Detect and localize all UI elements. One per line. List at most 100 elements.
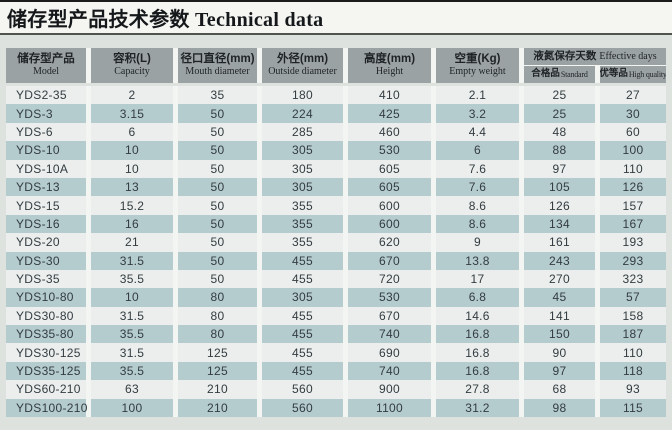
- value-cell: 48: [524, 122, 595, 142]
- value-cell: 30: [600, 104, 666, 123]
- value-cell: 600: [348, 196, 431, 215]
- value-cell: 355: [262, 214, 343, 234]
- value-cell: 740: [348, 325, 431, 344]
- value-cell: 270: [524, 269, 595, 289]
- value-cell: 6.8: [436, 288, 519, 307]
- model-cell: YDS100-210: [6, 398, 87, 418]
- value-cell: 8.6: [436, 214, 519, 234]
- model-cell: YDS10-80: [6, 288, 86, 307]
- column-header-high-quality: 优等品 High quality: [600, 66, 666, 83]
- value-cell: 720: [348, 269, 431, 289]
- value-cell: 3.15: [91, 104, 173, 123]
- value-cell: 126: [600, 177, 666, 197]
- column-header-effective-days: 液氮保存天数 Effective days: [524, 48, 666, 65]
- value-cell: 68: [524, 380, 595, 399]
- value-cell: 35.5: [91, 361, 173, 381]
- value-cell: 50: [178, 214, 257, 234]
- value-cell: 35.5: [91, 325, 173, 344]
- value-cell: 125: [178, 361, 257, 381]
- value-cell: 16.8: [436, 361, 519, 381]
- model-cell: YDS-16: [6, 214, 86, 234]
- value-cell: 305: [262, 159, 343, 178]
- value-cell: 50: [178, 251, 257, 270]
- value-cell: 93: [600, 380, 666, 399]
- column-header-standard: 合格品 Standard: [524, 66, 595, 83]
- model-cell: YDS60-210: [6, 380, 86, 399]
- value-cell: 605: [348, 177, 431, 197]
- column-header-model: 储存型产品 Model: [6, 48, 86, 83]
- header-label-zh: 储存型产品: [17, 53, 75, 66]
- value-cell: 50: [178, 269, 257, 289]
- value-cell: 80: [178, 306, 257, 326]
- value-cell: 410: [348, 86, 431, 105]
- header-label-zh: 空重(Kg): [454, 53, 501, 66]
- value-cell: 31.5: [91, 251, 173, 270]
- header-label-en: Height: [375, 66, 404, 78]
- value-cell: 455: [262, 325, 343, 344]
- value-cell: 31.5: [91, 306, 173, 326]
- value-cell: 125: [178, 343, 257, 362]
- value-cell: 16.8: [436, 325, 519, 344]
- header-label-zh: 合格品: [531, 68, 560, 80]
- value-cell: 243: [524, 251, 595, 270]
- column-header-capacity: 容积(L) Capacity: [91, 48, 173, 83]
- value-cell: 16.8: [436, 343, 519, 362]
- value-cell: 50: [178, 104, 257, 123]
- model-cell: YDS2-35: [6, 86, 86, 105]
- value-cell: 97: [524, 159, 595, 178]
- value-cell: 530: [348, 288, 431, 307]
- value-cell: 285: [262, 122, 343, 142]
- value-cell: 8.6: [436, 196, 519, 215]
- value-cell: 45: [524, 288, 595, 307]
- value-cell: 900: [348, 380, 431, 399]
- value-cell: 25: [524, 104, 595, 123]
- header-label-en: Outside diameter: [268, 66, 337, 78]
- value-cell: 35.5: [91, 269, 173, 289]
- value-cell: 460: [348, 122, 431, 142]
- header-label-zh: 容积(L): [113, 53, 151, 66]
- value-cell: 10: [91, 141, 173, 160]
- model-cell: YDS-10: [6, 141, 86, 160]
- value-cell: 355: [262, 196, 343, 215]
- value-cell: 323: [600, 269, 666, 289]
- model-cell: YDS35-125: [6, 361, 86, 381]
- value-cell: 50: [178, 196, 257, 215]
- value-cell: 100: [600, 141, 666, 160]
- page-title: 储存型产品技术参数 Technical data: [7, 9, 324, 31]
- value-cell: 740: [348, 361, 431, 381]
- value-cell: 210: [178, 380, 257, 399]
- value-cell: 157: [600, 196, 666, 215]
- header-label-en: Mouth diameter: [185, 66, 250, 78]
- value-cell: 80: [178, 325, 257, 344]
- value-cell: 560: [262, 398, 343, 418]
- model-cell: YDS35-80: [6, 325, 86, 344]
- value-cell: 210: [178, 398, 257, 418]
- value-cell: 57: [600, 288, 666, 307]
- value-cell: 16: [91, 214, 173, 234]
- model-cell: YDS30-80: [6, 306, 86, 326]
- value-cell: 6: [91, 122, 173, 142]
- header-label-en: Model: [32, 66, 60, 78]
- header-label-en: Standard: [560, 69, 588, 79]
- header-label-zh: 高度(mm): [363, 53, 416, 66]
- value-cell: 110: [600, 159, 666, 178]
- value-cell: 17: [436, 269, 519, 289]
- value-cell: 15.2: [91, 196, 173, 215]
- value-cell: 31.2: [436, 398, 519, 418]
- value-cell: 10: [91, 288, 173, 307]
- value-cell: 161: [524, 233, 595, 252]
- value-cell: 6: [436, 141, 519, 160]
- header-label-en: Effective days: [599, 50, 657, 62]
- value-cell: 187: [600, 325, 666, 344]
- value-cell: 50: [178, 159, 257, 178]
- value-cell: 670: [348, 251, 431, 270]
- value-cell: 13.8: [436, 251, 519, 270]
- value-cell: 80: [178, 288, 257, 307]
- value-cell: 115: [600, 398, 666, 418]
- value-cell: 88: [524, 141, 595, 160]
- value-cell: 167: [600, 214, 666, 234]
- header-label-en: Empty weight: [449, 66, 506, 78]
- model-cell: YDS-30: [6, 251, 86, 270]
- value-cell: 14.6: [436, 306, 519, 326]
- value-cell: 105: [524, 177, 595, 197]
